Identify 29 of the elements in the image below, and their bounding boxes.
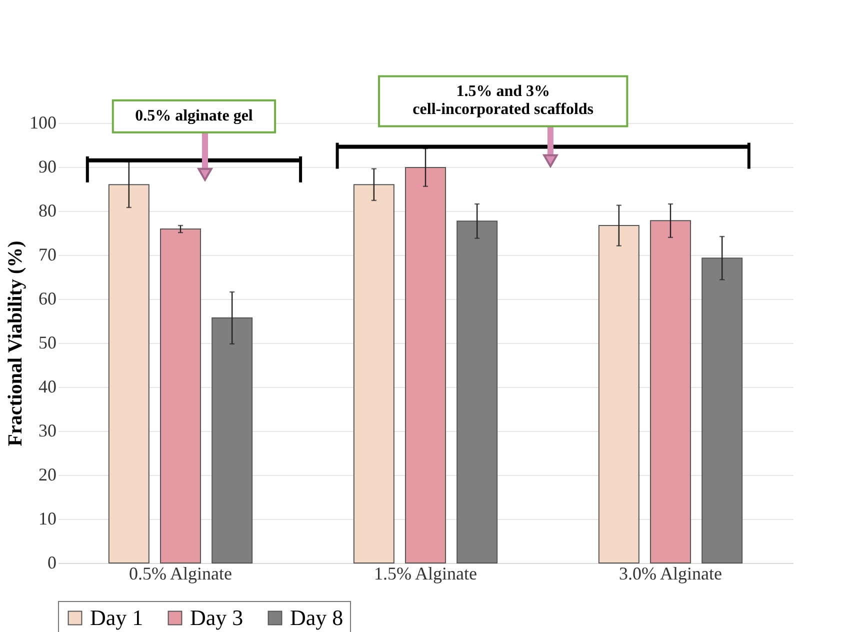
legend-label: Day 1 <box>90 605 144 630</box>
y-tick-label: 90 <box>38 156 56 176</box>
y-tick-label: 40 <box>38 376 56 396</box>
bar <box>108 184 150 564</box>
bar <box>160 228 201 564</box>
legend-label: Day 8 <box>290 605 344 630</box>
y-tick-label: 100 <box>30 112 56 132</box>
y-tick-label: 10 <box>38 508 56 528</box>
x-tick-label: 3.0% Alginate <box>619 564 722 584</box>
legend-label: Day 3 <box>190 605 244 630</box>
bar <box>598 225 640 564</box>
bar <box>353 184 394 564</box>
y-tick-label: 20 <box>38 464 56 484</box>
y-tick-label: 70 <box>38 244 56 264</box>
y-axis-title: Fractional Viability (%) <box>4 240 26 446</box>
x-tick-label: 0.5% Alginate <box>129 564 232 584</box>
y-tick-label: 80 <box>38 200 56 220</box>
text: 1.5% and 3% cell-incorporated scaffolds <box>412 83 594 118</box>
bar <box>405 166 446 564</box>
y-tick-label: 60 <box>38 288 56 308</box>
x-tick-label: 1.5% Alginate <box>374 564 477 584</box>
bar <box>456 220 498 564</box>
bar <box>650 220 691 564</box>
annotation: 0.5% alginate gel <box>135 107 254 124</box>
bar <box>702 258 743 564</box>
y-tick-label: 50 <box>38 332 56 352</box>
bar <box>212 317 253 564</box>
y-tick-label: 0 <box>48 552 56 572</box>
y-tick-label: 30 <box>38 420 56 440</box>
